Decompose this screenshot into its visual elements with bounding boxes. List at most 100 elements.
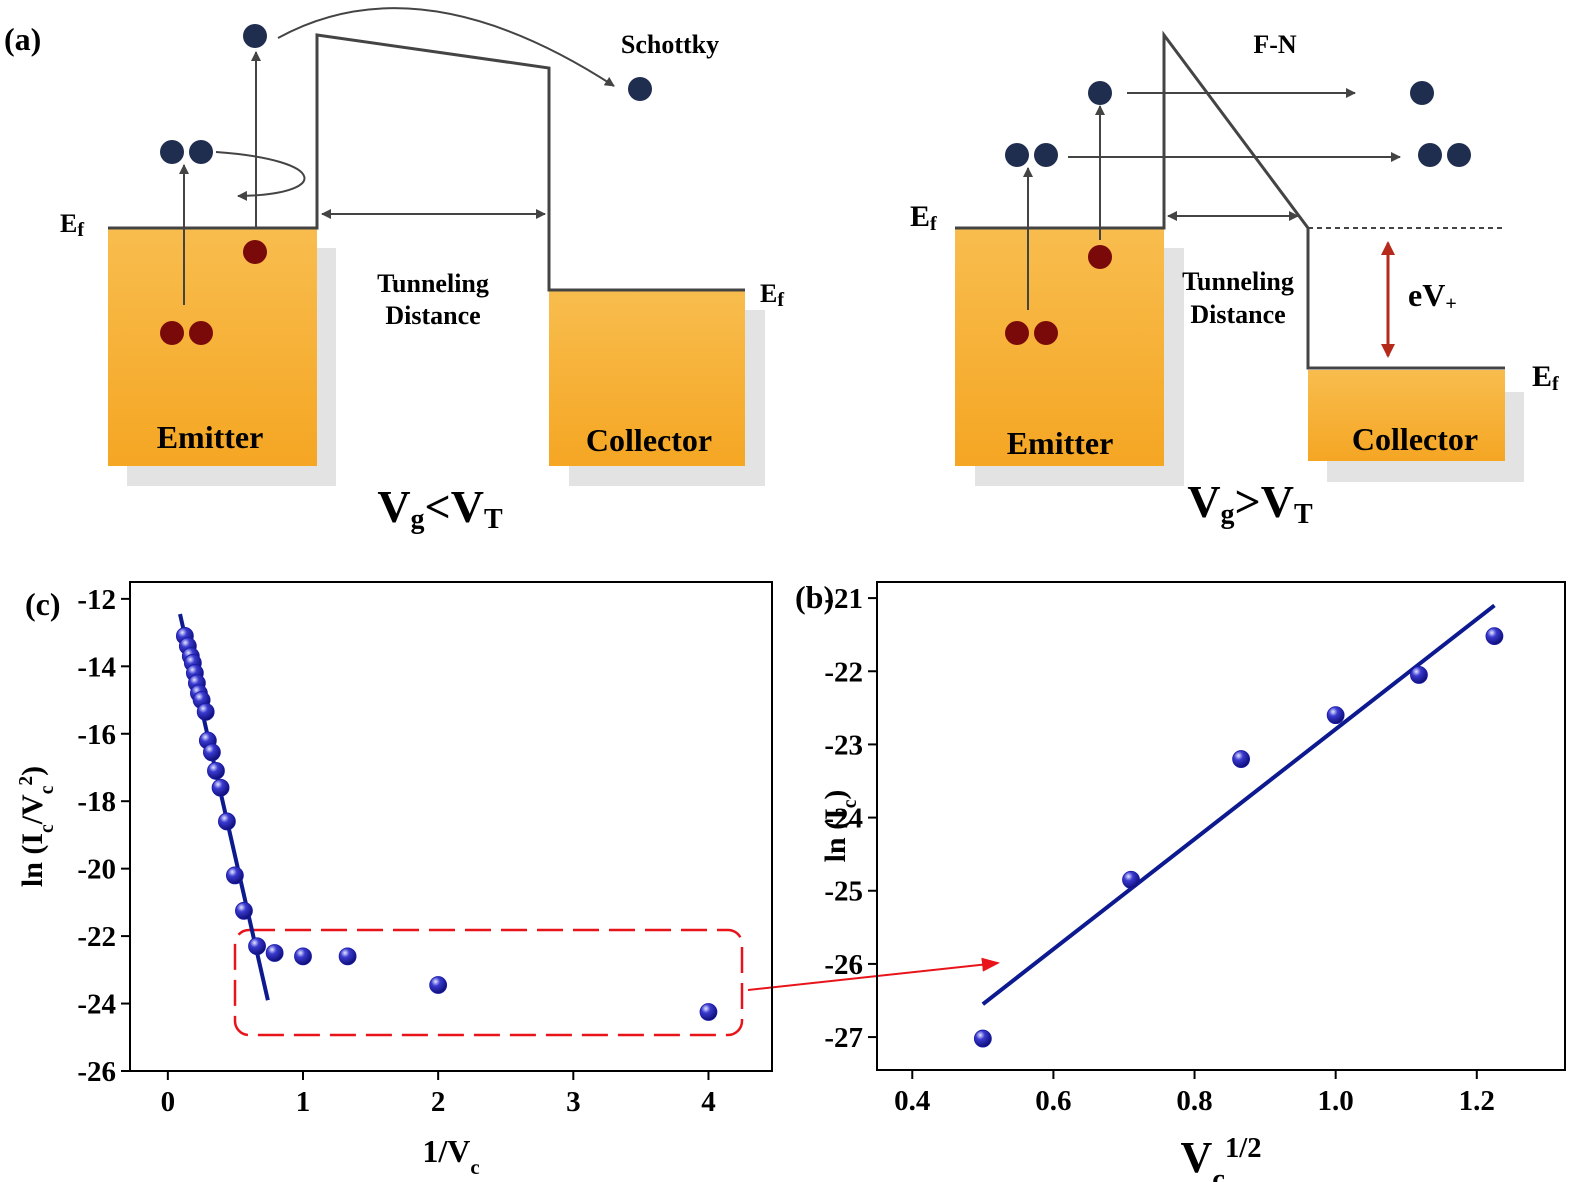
tunneling: Tunneling (377, 269, 489, 298)
ef-label: Ef (760, 279, 784, 311)
label-part: c (840, 799, 861, 808)
label-part: c (470, 1156, 479, 1179)
data-point (338, 947, 357, 966)
electrons (160, 240, 267, 345)
link-arrow (747, 957, 1000, 991)
y-tick-label: -16 (77, 719, 116, 751)
electrons (1005, 81, 1471, 167)
cond-part: T (484, 504, 503, 535)
plot-frame (129, 581, 773, 1072)
x-axis-label: Vc1/2 (1180, 1133, 1261, 1182)
label-part: c (37, 824, 58, 833)
label-part: 1/2 (1225, 1133, 1262, 1164)
y-tick-label: -22 (77, 921, 116, 953)
data-point (196, 702, 215, 721)
label-part: /V (16, 794, 49, 825)
y-tick-label: -27 (824, 1022, 863, 1054)
arrow (215, 151, 306, 201)
plot-frame (876, 581, 1566, 1071)
x-tick-label: 0.4 (894, 1085, 930, 1117)
emitter-box (108, 228, 317, 466)
panel-label: (a) (4, 21, 41, 57)
y-tick-label: -18 (77, 786, 116, 818)
ef-e: E (60, 209, 77, 238)
condition: Vg>VT (1187, 476, 1313, 530)
label-part: 1/V (422, 1133, 470, 1169)
y-tick-label: -26 (824, 949, 863, 981)
band (955, 30, 1505, 370)
x-tick-label: 1.2 (1459, 1085, 1495, 1117)
label-part: 2 (16, 776, 37, 786)
x-tick-label: 1 (296, 1086, 311, 1118)
data-point (225, 866, 244, 885)
data-point (1326, 706, 1345, 725)
y-axis-label: ln (Ic/Vc2) (16, 766, 58, 887)
data-point (1122, 870, 1140, 889)
label-part: c (1212, 1164, 1225, 1182)
data-point (235, 901, 253, 920)
emitter-label: Emitter (1007, 425, 1114, 461)
cond-part: g (411, 504, 425, 535)
x-tick-label: 4 (701, 1086, 716, 1118)
data-point (1410, 666, 1428, 684)
label-part: ln (I (16, 833, 49, 887)
ev-sub: + (1445, 293, 1456, 315)
data-point (207, 761, 225, 780)
data-point (218, 812, 236, 831)
band (108, 33, 745, 292)
cond-part: <V (425, 481, 484, 532)
x-tick-label: 2 (431, 1086, 446, 1118)
highlight-box (233, 928, 744, 1037)
data-point (248, 937, 266, 956)
x-tick-label: 1.0 (1318, 1085, 1354, 1117)
collector-box (549, 290, 745, 466)
arrow (277, 7, 615, 87)
data-point (265, 944, 284, 962)
x-axis-label: 1/Vc (422, 1133, 479, 1179)
ef-e: E (760, 279, 777, 308)
electrons (160, 24, 652, 164)
fit-line (981, 603, 1496, 1006)
ev: eV (1408, 277, 1445, 313)
panel-label: (c) (25, 586, 61, 622)
electrons (1005, 245, 1112, 345)
y-tick-label: -24 (77, 989, 116, 1021)
collector-label: Collector (1352, 421, 1478, 457)
data-point (203, 743, 221, 762)
energy-label: eV+ (1408, 277, 1457, 315)
ef-sub: f (1552, 373, 1559, 395)
ef-label: Ef (910, 200, 937, 235)
y-tick-label: -24 (824, 803, 863, 835)
x-tick-label: 3 (566, 1086, 581, 1118)
mechanism: Schottky (621, 30, 719, 59)
condition: Vg<VT (377, 481, 503, 535)
y-tick-label: -23 (824, 729, 863, 761)
ef-label: Ef (1532, 360, 1559, 395)
y-tick-label: -20 (77, 854, 116, 886)
diagram-right: Ef Ef F-N Tunneling Distance eV+ Emitter… (910, 30, 1559, 530)
label-part: V (1180, 1133, 1212, 1182)
panel-label: (b) (795, 579, 834, 615)
ef-sub: f (930, 213, 937, 235)
data-point (1232, 750, 1251, 768)
y-tick-label: -26 (77, 1056, 116, 1088)
y-tick-label: -25 (824, 876, 863, 908)
tunneling: Distance (385, 301, 480, 330)
data-point (211, 778, 230, 797)
collector-box (1308, 370, 1505, 461)
tunneling: Tunneling (1182, 267, 1294, 296)
label-part: ln (I (819, 808, 852, 862)
ef-sub: f (77, 219, 84, 241)
mechanism: F-N (1253, 30, 1297, 59)
cond-part: V (1187, 476, 1220, 527)
y-tick-label: -14 (77, 651, 116, 683)
x-tick-label: 0.8 (1176, 1085, 1212, 1117)
data-point (973, 1029, 992, 1048)
data-point (294, 947, 312, 966)
x-tick-label: 0.6 (1035, 1085, 1071, 1117)
cond-part: T (1294, 499, 1313, 530)
collector-label: Collector (586, 422, 712, 458)
tunneling: Distance (1190, 300, 1285, 329)
